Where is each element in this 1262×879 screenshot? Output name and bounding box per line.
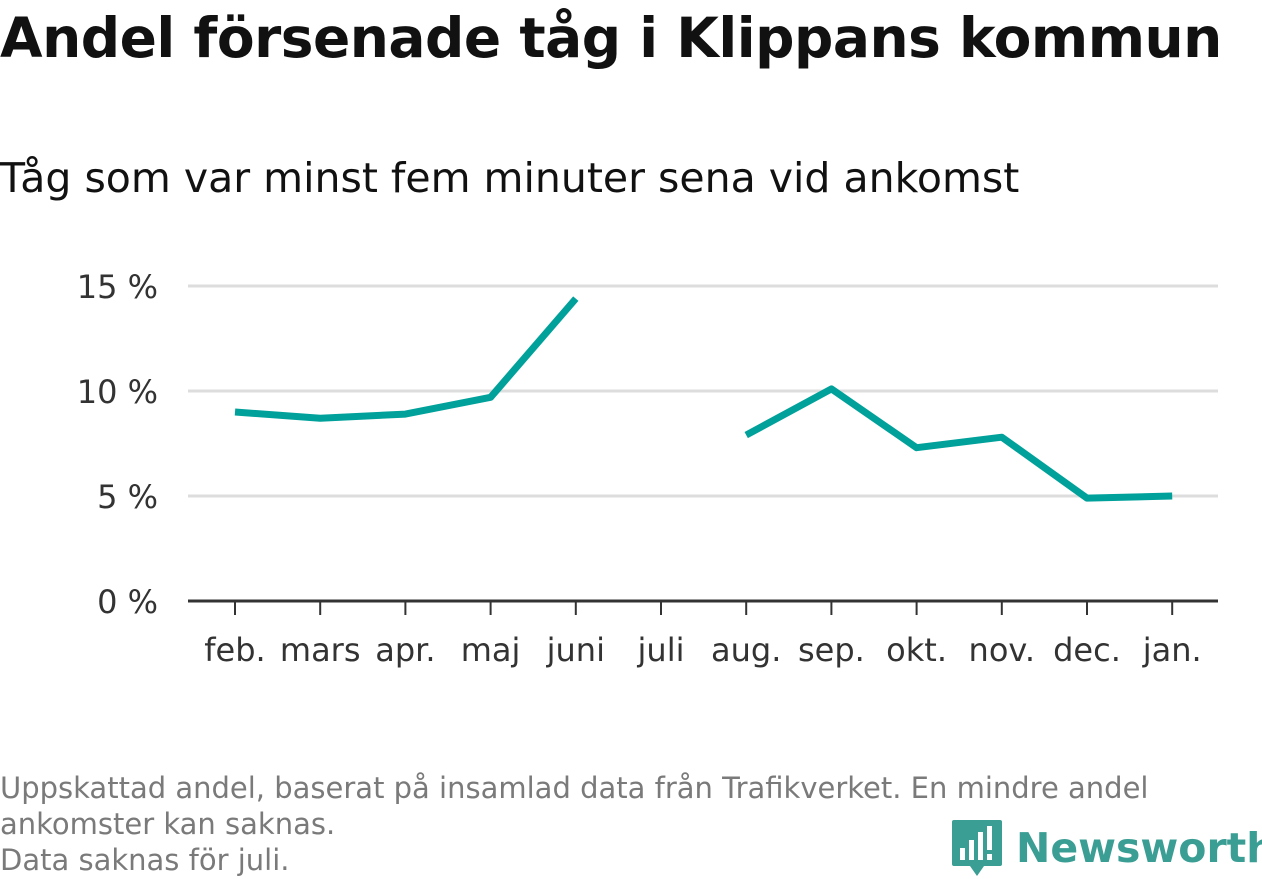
newsworthy-logo: Newsworthy (950, 818, 1262, 878)
y-tick-label: 15 % (77, 268, 158, 306)
x-tick-label: juli (637, 631, 685, 669)
x-tick-label: sep. (798, 631, 865, 669)
series-line-segment-2 (744, 385, 1173, 502)
footnote-line-1: Uppskattad andel, baserat på insamlad da… (0, 771, 1149, 805)
gridlines (188, 284, 1218, 498)
chart-title: Andel försenade tåg i Klippans kommun (0, 6, 1222, 70)
x-tick-label: jan. (1142, 631, 1202, 669)
x-tick-label: okt. (886, 631, 947, 669)
x-tick-label: maj (461, 631, 521, 669)
y-axis-ticks: 0 % 5 % 10 % 15 % (77, 268, 158, 621)
footnote-line-2: ankomster kan saknas. (0, 807, 336, 841)
bar-chart-speech-bubble-icon (952, 820, 1002, 876)
chart-subtitle: Tåg som var minst fem minuter sena vid a… (0, 154, 1020, 202)
footnote-line-3: Data saknas för juli. (0, 843, 290, 877)
footnote: Uppskattad andel, baserat på insamlad da… (0, 770, 1250, 878)
y-tick-label: 10 % (77, 373, 158, 411)
x-tick-label: mars (280, 631, 361, 669)
series-lines (234, 296, 1173, 502)
x-axis: feb. mars apr. maj juni juli aug. sep. okt. nov. d… (188, 599, 1218, 669)
y-tick-label: 0 % (97, 583, 158, 621)
x-tick-label: dec. (1053, 631, 1121, 669)
brand-name: Newsworthy (1016, 824, 1262, 872)
x-tick-label: apr. (375, 631, 435, 669)
y-tick-label: 5 % (97, 478, 158, 516)
x-tick-label: aug. (711, 631, 781, 669)
x-tick-label: feb. (204, 631, 265, 669)
x-tick-label: juni (546, 631, 605, 669)
x-tick-label: nov. (969, 631, 1035, 669)
series-line-segment-1 (234, 296, 579, 422)
line-chart: 0 % 5 % 10 % 15 % feb. mars apr. maj juni juli au… (77, 268, 1218, 669)
